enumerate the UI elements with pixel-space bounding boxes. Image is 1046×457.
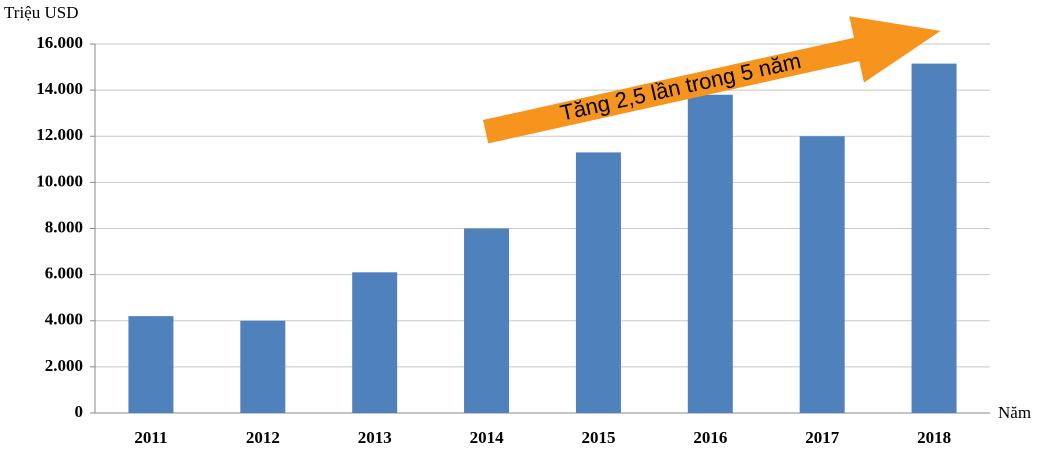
plot: 0 2.000 4.000 6.000 8.000 10.000 12.000 14.000 1…: [36, 33, 990, 447]
arrow-shape: [483, 16, 941, 144]
x-tick-label: 2016: [693, 428, 727, 447]
y-tick-label: 4.000: [45, 310, 83, 329]
bar: [352, 272, 398, 413]
y-tick-label: 2.000: [45, 356, 83, 375]
x-tick-label: 2011: [134, 428, 167, 447]
bar: [799, 136, 845, 413]
x-tick-label: 2012: [246, 428, 280, 447]
y-tick-label: 0: [75, 402, 84, 421]
bar: [687, 94, 733, 414]
y-tick-label: 14.000: [36, 79, 83, 98]
bar: [911, 63, 957, 414]
x-tick-label: 2015: [581, 428, 615, 447]
bar: [575, 152, 621, 414]
x-axis-label: Năm: [998, 403, 1031, 422]
y-tick-label: 10.000: [36, 171, 83, 190]
x-tick-label: 2014: [470, 428, 505, 447]
y-tick-label: 16.000: [36, 33, 83, 52]
x-tick-label: 2017: [805, 428, 840, 447]
x-tick-label: 2013: [358, 428, 392, 447]
bar: [240, 320, 286, 413]
y-axis-label: Triệu USD: [4, 3, 78, 22]
annotation-text: Tăng 2,5 lần trong 5 năm: [558, 48, 803, 126]
bar: [464, 228, 510, 413]
y-tick-label: 12.000: [36, 125, 83, 144]
bar: [128, 316, 174, 413]
y-tick-label: 6.000: [45, 264, 83, 283]
x-tick-label: 2018: [917, 428, 951, 447]
y-tick-label: 8.000: [45, 217, 83, 236]
